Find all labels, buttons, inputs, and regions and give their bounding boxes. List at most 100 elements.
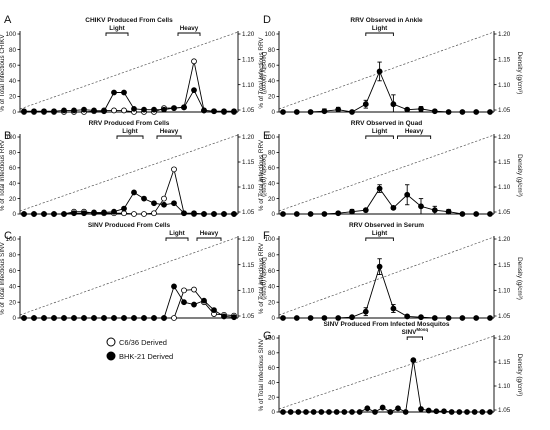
data-point [310,409,317,415]
y-tick-label: 40 [268,78,276,85]
y-tick-label: 20 [9,94,17,101]
data-point [121,205,127,212]
bracket [365,237,394,241]
y2-tick-label: 1.20 [242,236,255,243]
panel-a: A CHIKV Produced From Cells 0 20 40 60 80 100 1.… [0,14,267,116]
data-point [287,409,294,415]
data-point [31,211,37,217]
data-point [91,107,97,114]
data-point [191,58,197,65]
data-point [21,108,27,115]
data-point [376,185,383,192]
data-point [425,407,432,414]
y-tick-label: 40 [9,284,17,291]
y2-tick-label: 1.05 [498,209,511,216]
y-axis-label: % of Total Infectious CHIKV [0,34,6,112]
data-point [131,315,137,321]
data-point [71,315,77,321]
data-point [307,109,314,115]
data-point [362,101,369,108]
y2-tick-label: 1.15 [498,159,511,166]
y-tick-label: 20 [9,196,17,203]
data-point [201,211,207,217]
panel-letter: F [263,230,270,242]
data-point [303,409,309,415]
y-axis-label: % of Total Infectious RRV [258,139,265,211]
bracket-label: Heavy [405,128,424,135]
legend-label: C6/36 Derived [119,338,167,347]
y2-tick-label: 1.05 [242,209,255,216]
data-point [201,297,207,304]
data-point [321,211,328,217]
bracket-label-superscript: Mosq [416,327,428,332]
y-tick-label: 60 [268,365,276,372]
data-point [191,210,197,217]
data-point [410,357,417,364]
data-point [404,106,411,113]
data-point [131,189,137,196]
data-point [121,315,127,321]
data-point [473,211,480,217]
y2-tick-label: 1.10 [498,288,511,295]
panel-title: SINV Produced From Cells [88,222,171,229]
y2-axis-label: Density (g/cm³) [516,154,523,197]
y-tick-label: 100 [264,31,275,38]
series-bhk21 [21,189,237,217]
data-point [31,108,37,115]
data-point [431,315,438,321]
data-point [349,409,355,415]
data-point [231,211,237,217]
data-point [487,315,493,321]
series-line [283,265,490,319]
y2-tick-label: 1.05 [242,313,255,320]
bracket-label: Heavy [160,128,179,135]
data-point [61,211,67,217]
y2-tick-label: 1.15 [498,57,511,64]
data-point [191,301,197,308]
data-point [191,286,197,293]
data-point [390,204,397,211]
data-point [141,106,147,113]
data-point [51,108,57,115]
data-point [487,211,493,217]
series-line [24,191,234,215]
y-tick-label: 100 [264,134,275,141]
panel-e: E RRV Observed in Quad 0 20 40 60 80 100 1.05 1.1… [258,120,523,218]
y-tick-label: 100 [264,236,275,243]
data-point [349,208,355,215]
data-point [21,211,27,217]
data-point [211,307,217,314]
data-point [51,211,57,217]
data-point [473,109,480,115]
y2-tick-label: 1.20 [498,236,511,243]
data-point [141,211,147,217]
data-point [91,209,97,216]
data-point [221,211,227,217]
bracket-label: Light [372,230,388,237]
legend-marker [106,351,116,361]
data-point [181,210,187,217]
data-point [31,315,37,321]
y-tick-label: 0 [271,409,275,416]
y-tick-label: 0 [12,109,16,116]
bracket [177,32,201,36]
series-c636 [21,166,237,217]
y2-tick-label: 1.15 [242,262,255,269]
data-point [341,409,348,415]
panel-title: SINV Produced From Infected Mosquitos [323,321,449,328]
y-tick-label: 60 [268,62,276,69]
series-bhk21 [280,61,493,115]
data-point [121,107,127,114]
data-point [280,109,286,115]
data-point [404,191,411,198]
bracket-label: Heavy [200,230,219,237]
bracket [397,135,432,139]
data-point [364,405,371,412]
density-line [19,134,239,212]
bracket-label: Light [372,25,388,32]
data-point [390,305,397,312]
data-point [101,315,107,321]
series-line [24,89,234,112]
y2-tick-label: 1.10 [498,383,511,390]
bracket-label: Light [122,128,138,135]
